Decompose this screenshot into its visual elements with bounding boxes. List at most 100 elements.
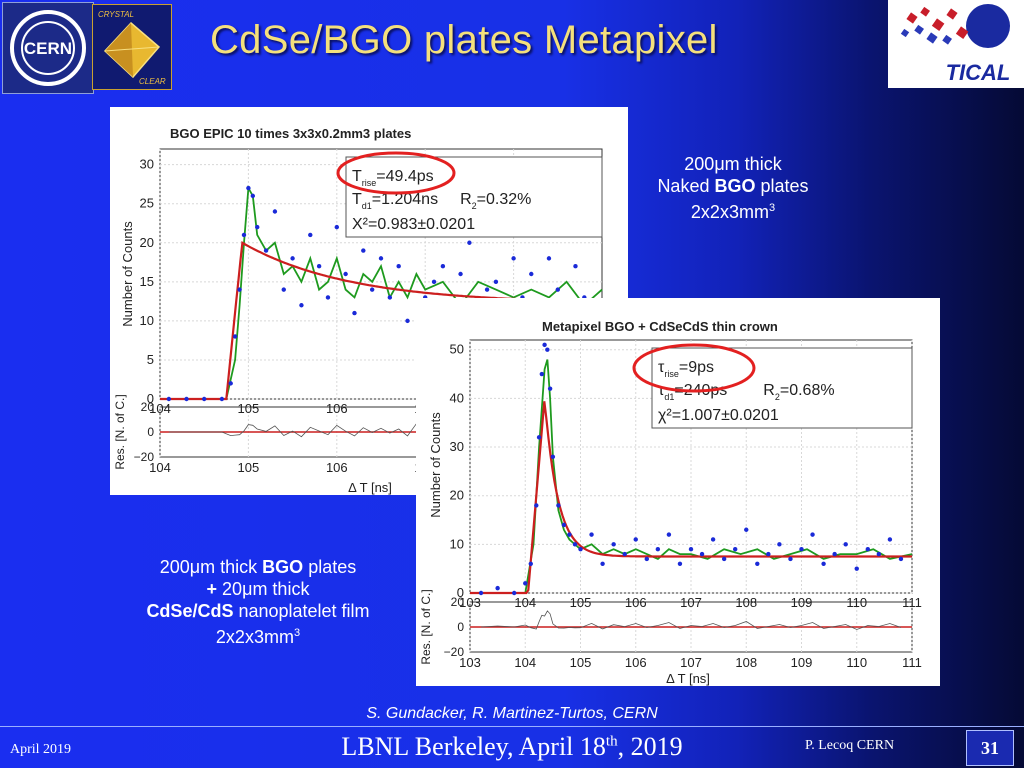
x-axis-label: Δ T [ns] — [666, 671, 710, 686]
metapixel-plot: Metapixel BGO + CdSeCdS thin crown 103 10… — [419, 319, 922, 686]
data-point — [666, 532, 672, 537]
residual-x-tick-label: 104 — [514, 655, 536, 670]
data-point — [241, 232, 247, 238]
data-point — [511, 256, 516, 261]
data-point — [523, 581, 528, 586]
caption-naked-bgo: 200μm thick Naked BGO plates 2x2x3mm3 — [628, 153, 838, 223]
chart-title: BGO EPIC 10 times 3x3x0.2mm3 plates — [170, 126, 411, 141]
data-point — [272, 209, 278, 214]
x-tick-label: 107 — [680, 595, 702, 610]
x-tick-label: 110 — [846, 595, 867, 610]
data-point — [546, 256, 552, 261]
residual-x-tick-label: 104 — [149, 460, 171, 475]
caption-line: 200μm thick BGO plates — [159, 557, 357, 577]
data-point — [512, 590, 517, 596]
data-point — [611, 542, 616, 547]
data-point — [250, 193, 256, 199]
slide-title: CdSe/BGO plates Metapixel — [210, 18, 718, 62]
x-tick-label: 106 — [326, 401, 348, 416]
x-tick-labels: 103 104 105 106 107 108 109 110 111 — [459, 595, 922, 610]
y-tick-label: 50 — [450, 342, 464, 357]
data-points — [478, 342, 904, 596]
crystal-clear-logo: CRYSTAL CLEAR — [92, 4, 172, 90]
fit-param-rise: Trise=49.4ps — [352, 168, 434, 188]
smoothed-trace — [470, 359, 913, 594]
data-point — [431, 279, 437, 285]
footer-event: LBNL Berkeley, April 18th, 2019 — [341, 732, 683, 761]
footer-divider — [0, 726, 1024, 727]
data-point — [484, 287, 490, 292]
residual-y-tick-label: 0 — [457, 620, 464, 634]
caption-line: 2x2x3mm3 — [215, 627, 301, 647]
tical-logo-graphic: TICAL — [900, 4, 1011, 85]
fit-param-chi2: X²=0.983±0.0201 — [352, 216, 475, 233]
data-point — [547, 386, 553, 391]
residual-y-tick-label: 20 — [141, 400, 155, 414]
y-tick-label: 0 — [147, 391, 154, 406]
data-point — [677, 561, 683, 567]
tical-logo-text: TICAL — [946, 60, 1011, 85]
crystal-logo-bottom-text: CLEAR — [139, 77, 166, 86]
y-tick-label: 30 — [450, 439, 464, 454]
data-point — [232, 334, 238, 339]
data-point — [378, 256, 384, 261]
fit-curve — [470, 401, 912, 595]
data-point — [528, 561, 533, 567]
data-point — [876, 551, 882, 557]
data-point — [600, 561, 605, 567]
cern-logo-text: CERN — [24, 39, 72, 58]
y-tick-label: 10 — [450, 536, 464, 551]
data-point — [644, 556, 649, 562]
x-tick-label: 104 — [149, 401, 171, 416]
y-tick-label: 0 — [457, 585, 464, 600]
residual-x-tick-label: 110 — [846, 655, 867, 670]
data-point — [589, 532, 594, 537]
data-point — [755, 561, 760, 567]
x-axis-label: Δ T [ns] — [348, 480, 392, 495]
data-point — [832, 551, 837, 557]
residual-y-tick-label: 20 — [451, 595, 465, 609]
data-point — [361, 248, 366, 253]
metapixel-plot-panel: Metapixel BGO + CdSeCdS thin crown 103 10… — [416, 298, 940, 686]
residual-x-tick-label: 111 — [902, 655, 922, 670]
data-point — [733, 547, 738, 552]
residual-x-tick-label: 106 — [326, 460, 348, 475]
data-point — [821, 561, 826, 567]
data-point — [622, 551, 627, 557]
data-point — [898, 556, 904, 562]
residual-x-tick-labels: 103 104 105 106 107 108 109 110 111 — [459, 655, 922, 670]
residual-y-tick-label: 0 — [147, 425, 154, 439]
residual-x-tick-label: 109 — [791, 655, 813, 670]
data-point — [578, 547, 583, 552]
y-tick-label: 25 — [140, 196, 154, 211]
data-point — [308, 232, 313, 238]
x-tick-label: 108 — [735, 595, 757, 610]
residual-line — [481, 610, 902, 630]
fit-param-rise: τrise=9ps — [658, 359, 714, 379]
data-point — [567, 532, 572, 537]
data-point — [865, 547, 870, 552]
fit-param-chi2: χ²=1.007±0.0201 — [658, 407, 779, 424]
data-point — [721, 556, 727, 562]
x-tick-label: 109 — [791, 595, 813, 610]
residual-y-tick-labels: 20 0 −20 — [134, 400, 155, 464]
data-point — [536, 435, 542, 440]
residual-x-tick-label: 108 — [735, 655, 757, 670]
footer-author: P. Lecoq CERN — [805, 738, 895, 753]
data-point — [299, 303, 304, 308]
data-point — [550, 454, 556, 459]
y-axis-label: Number of Counts — [120, 221, 135, 327]
data-point — [655, 547, 661, 552]
y-tick-label: 5 — [147, 352, 154, 367]
y-tick-label: 10 — [140, 313, 154, 328]
fit-param-decay: Td1=1.204ns R2=0.32% — [352, 191, 531, 211]
y-tick-labels: 0 10 20 30 40 50 — [450, 342, 464, 600]
data-point — [545, 347, 550, 352]
data-point — [202, 396, 207, 402]
data-point — [440, 263, 446, 269]
residual-y-tick-labels: 20 0 −20 — [444, 595, 465, 659]
data-point — [246, 185, 251, 191]
x-tick-label: 105 — [570, 595, 592, 610]
data-point — [493, 279, 499, 285]
data-point — [688, 547, 694, 552]
